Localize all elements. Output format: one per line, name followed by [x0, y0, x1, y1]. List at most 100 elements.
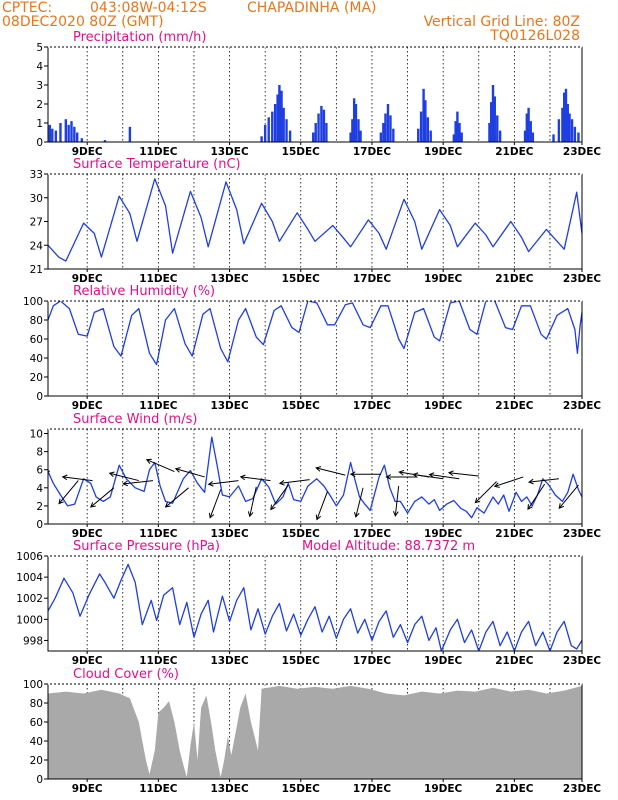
wind-xtick-label: 21DEC: [495, 528, 534, 540]
press-panel: 998 1000 1002 1004 1006 9DEC 11DEC 13DEC 15DEC 17…: [16, 539, 601, 667]
precip-bar: [322, 109, 326, 142]
precip-border: [47, 46, 583, 143]
wind-ytick-label: 2: [36, 501, 43, 513]
precip-bar: [527, 107, 530, 142]
temp-xtick-label: 11DEC: [139, 273, 178, 285]
press-frame: [47, 555, 583, 652]
rh-ytick-label: 40: [30, 353, 43, 365]
header-source: CPTEC:: [2, 0, 53, 16]
temp-xtick-label: 15DEC: [282, 273, 321, 285]
cloud-xtick-label: 15DEC: [282, 783, 321, 795]
rh-ytick-label: 20: [30, 372, 43, 384]
cloud-marks: [48, 685, 582, 779]
temp-title: Surface Temperature (nC): [73, 157, 241, 172]
temp-xtick-label: 19DEC: [424, 273, 463, 285]
rh-series-line: [48, 301, 582, 366]
rh-xtick-label: 21DEC: [495, 400, 534, 412]
precip-bar: [70, 121, 73, 142]
wind-vector-head: [90, 502, 96, 508]
precip-bar: [498, 130, 502, 142]
wind-vector: [62, 476, 93, 482]
cloud-ytick-label: 20: [30, 755, 43, 767]
precip-bar: [488, 123, 491, 142]
precip-bar: [456, 111, 459, 142]
wind-vector: [109, 472, 139, 482]
temp-xtick-label: 23DEC: [563, 273, 602, 285]
press-xtick-label: 17DEC: [353, 655, 392, 667]
press-xtick-label: 9DEC: [72, 655, 103, 667]
wind-vector-head: [315, 514, 322, 521]
wind-vector: [146, 459, 175, 472]
wind-vector: [270, 484, 289, 510]
precip-ytick-label: 5: [36, 42, 43, 54]
wind-vector-head: [412, 472, 419, 478]
precip-xtick-label: 21DEC: [495, 146, 534, 158]
wind-xtick-label: 15DEC: [282, 528, 321, 540]
header-location: CHAPADINHA (MA): [247, 0, 377, 16]
wind-xtick-label: 13DEC: [210, 528, 249, 540]
precip-bar: [573, 126, 577, 142]
press-xtick-label: 15DEC: [282, 655, 321, 667]
precip-bar: [564, 88, 568, 142]
precip-bar: [357, 119, 360, 142]
precip-panel: 0 1 2 3 4 5 9DEC 11DEC 13DEC 15DEC 17DEC 19DEC 21DEC…: [36, 30, 601, 158]
precip-bar: [563, 92, 566, 142]
precip-bar: [51, 128, 54, 142]
wind-vector-head: [349, 471, 356, 478]
precip-bar: [384, 113, 387, 142]
wind-vector: [558, 484, 579, 509]
wind-vector: [429, 474, 460, 480]
precip-bar: [417, 128, 420, 142]
wind-vector-head: [24, 457, 29, 461]
wind-vector: [474, 481, 497, 504]
temp-ytick-label: 30: [30, 193, 43, 205]
header-grid-note: Vertical Grid Line: 80Z: [423, 14, 580, 30]
press-border: [47, 555, 583, 652]
wind-vector-head: [493, 482, 500, 488]
cloud-ytick-label: 60: [30, 717, 43, 729]
temp-ytick-label: 21: [30, 264, 43, 276]
precip-bar: [278, 85, 281, 142]
rh-ytick-label: 100: [23, 296, 43, 308]
precip-xtick-label: 9DEC: [72, 146, 103, 158]
precip-bar: [352, 98, 356, 142]
precip-bar: [267, 117, 270, 142]
precip-bar: [460, 132, 463, 142]
temp-border: [47, 173, 583, 270]
precip-bar: [382, 123, 385, 142]
precip-bar: [48, 124, 51, 142]
wind-vector-head: [247, 511, 254, 518]
precip-bar: [276, 94, 279, 142]
precip-bar: [103, 140, 107, 142]
press-xtick-label: 11DEC: [139, 655, 178, 667]
temp-xtick-label: 17DEC: [353, 273, 392, 285]
precip-bar: [454, 121, 457, 142]
temp-marks: [48, 178, 582, 262]
precip-bar: [419, 111, 423, 142]
wind-xtick-label: 17DEC: [353, 528, 392, 540]
wind-vector: [175, 468, 205, 478]
press-title: Surface Pressure (hPa): [73, 539, 220, 554]
cloud-ytick-label: 0: [36, 774, 43, 786]
rh-ytick-label: 60: [30, 334, 43, 346]
wind-vector-head: [174, 467, 181, 473]
wind-vector-head: [558, 503, 565, 509]
wind-vector-head: [428, 472, 435, 478]
precip-bar: [552, 134, 555, 142]
precip-bar: [429, 130, 432, 142]
precip-bar: [529, 121, 532, 142]
wind-panel: 0 2 4 6 8 10 9DEC 11DEC 13DEC 15DEC 17DEC 19DEC 21DE…: [24, 412, 602, 540]
rh-marks: [48, 301, 582, 366]
cloud-xtick-label: 9DEC: [72, 783, 103, 795]
precip-bar: [389, 115, 392, 142]
precip-ytick-label: 1: [36, 118, 43, 130]
wind-marks: [24, 436, 582, 521]
rh-xtick-label: 13DEC: [210, 400, 249, 412]
cloud-xtick-label: 23DEC: [563, 783, 602, 795]
wind-vector: [123, 480, 154, 485]
rh-xtick-label: 23DEC: [563, 400, 602, 412]
temp-frame: [47, 173, 583, 270]
precip-bar: [490, 102, 493, 142]
wind-vector: [58, 480, 79, 504]
